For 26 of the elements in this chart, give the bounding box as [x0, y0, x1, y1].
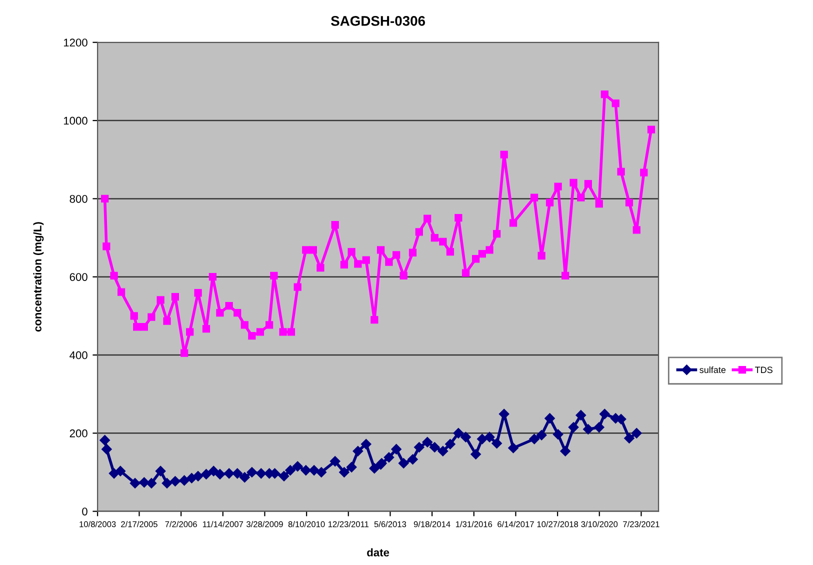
x-tick-label: 3/10/2020	[581, 521, 618, 528]
y-tick-label: 600	[70, 273, 88, 281]
x-tick-label: 7/23/2021	[623, 521, 660, 528]
x-tick-label: 10/8/2003	[80, 521, 116, 528]
y-tick-label: 800	[70, 194, 88, 203]
x-tick-label: 8/10/2010	[288, 521, 325, 528]
y-tick-label: 1200	[64, 38, 88, 47]
x-tick-label: 2/17/2005	[121, 521, 158, 528]
x-tick-label: 3/28/2009	[246, 521, 283, 528]
x-axis-title: date	[367, 548, 390, 556]
y-tick-label: 1000	[64, 116, 88, 125]
y-tick-label: 0	[82, 508, 88, 516]
x-tick-label: 6/14/2017	[498, 521, 534, 528]
x-tick-label: 5/6/2013	[374, 521, 406, 528]
x-tick-label: 10/27/2018	[537, 521, 578, 528]
x-tick-label: 9/18/2014	[414, 521, 450, 528]
x-tick-label: 11/14/2007	[202, 521, 244, 528]
y-tick-label: 200	[70, 429, 88, 438]
chart-title: SAGDSH-0306	[330, 16, 426, 26]
x-tick-label: 7/2/2006	[165, 521, 197, 528]
y-tick-label: 400	[70, 351, 88, 360]
x-tick-label: 1/31/2016	[456, 521, 492, 528]
y-axis-title: concentration (mg/L)	[33, 222, 44, 332]
legend-label: sulfate	[700, 366, 726, 374]
legend-label: TDS	[755, 366, 772, 374]
x-tick-label: 12/23/2011	[328, 521, 369, 528]
